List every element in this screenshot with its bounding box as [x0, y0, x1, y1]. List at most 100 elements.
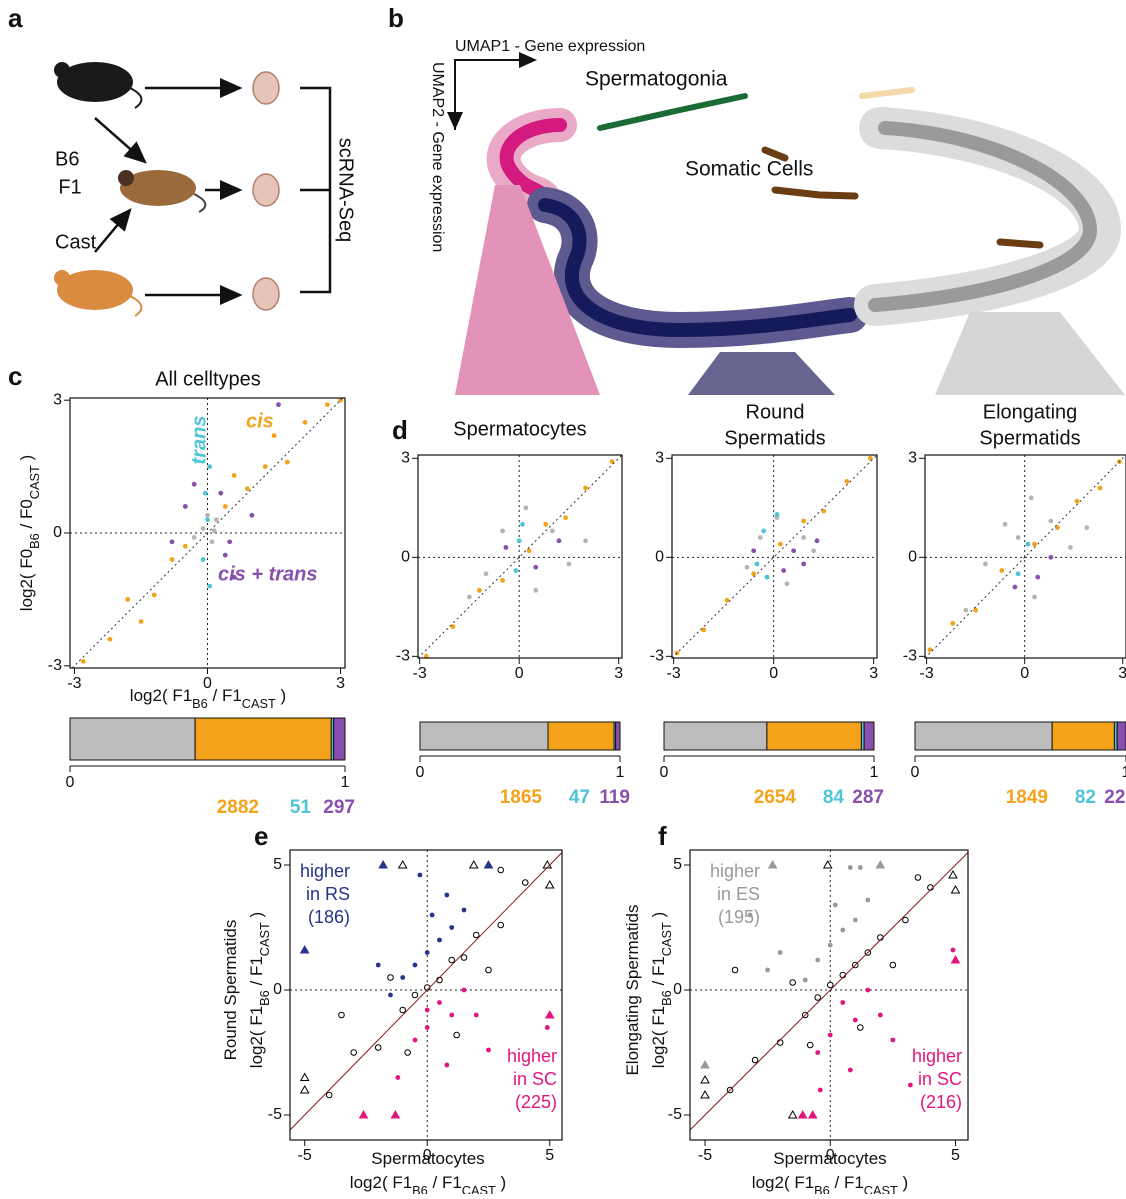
- diagonal: [671, 454, 878, 659]
- point: [437, 1000, 442, 1005]
- bar-segment: [615, 721, 621, 751]
- point: [791, 548, 797, 554]
- point: [483, 859, 494, 869]
- point: [211, 528, 217, 534]
- point: [500, 578, 505, 583]
- point: [412, 962, 418, 968]
- x-tick-label: 0: [1020, 665, 1029, 682]
- point: [169, 557, 175, 562]
- x-tick-label: 1: [341, 774, 350, 791]
- point: [213, 517, 219, 523]
- x-tick-label: 0: [769, 665, 778, 682]
- label-piece: / F1: [649, 956, 668, 990]
- x-tick-label: 0: [826, 1147, 835, 1164]
- diagonal: [417, 454, 623, 659]
- bar-segment: [914, 721, 1053, 751]
- point: [191, 481, 197, 487]
- point: [674, 650, 680, 656]
- bar-segment: [1051, 721, 1115, 751]
- point: [276, 402, 281, 408]
- point: [811, 548, 817, 554]
- point: [207, 583, 213, 589]
- bar-segment: [194, 717, 332, 761]
- point: [375, 962, 381, 968]
- point: [1015, 535, 1021, 540]
- point: [483, 571, 489, 577]
- y-tick-label: -5: [668, 1106, 682, 1123]
- point: [325, 1091, 333, 1099]
- point: [473, 1012, 479, 1018]
- label-piece: ): [276, 686, 286, 705]
- point: [400, 975, 406, 980]
- count-label: 82: [1075, 787, 1096, 808]
- label-piece: Spermatocytes: [773, 1149, 886, 1168]
- point: [299, 1084, 310, 1094]
- label-piece: CAST: [242, 696, 276, 711]
- point: [826, 981, 834, 989]
- point: [840, 927, 846, 933]
- point: [200, 557, 206, 562]
- x-tick-label: 1: [870, 764, 879, 781]
- label-piece: ): [247, 912, 266, 922]
- plot-frame: [689, 849, 969, 1141]
- point: [399, 1006, 407, 1014]
- point: [299, 1072, 310, 1081]
- point: [1048, 518, 1054, 524]
- point: [202, 490, 208, 496]
- point: [927, 647, 933, 653]
- chart-title: Round: [746, 401, 805, 423]
- point: [549, 528, 555, 534]
- point: [533, 587, 539, 593]
- point: [467, 594, 472, 600]
- y-tick-label: 3: [53, 391, 62, 408]
- point: [520, 521, 525, 527]
- mouse-f1: [118, 170, 207, 213]
- point: [724, 597, 730, 603]
- point: [218, 490, 224, 496]
- label-piece: B6: [27, 533, 42, 549]
- point: [476, 587, 482, 593]
- label-piece: / F1: [428, 1173, 462, 1192]
- point: [350, 1049, 358, 1056]
- point: [516, 538, 522, 544]
- count-label: 227: [1104, 787, 1126, 808]
- point: [744, 564, 750, 570]
- point: [907, 1082, 913, 1088]
- annotation: cis + trans: [218, 563, 318, 585]
- point: [784, 581, 790, 587]
- point: [914, 874, 922, 881]
- diagonal: [289, 852, 563, 1131]
- point: [200, 526, 206, 531]
- point: [449, 925, 455, 930]
- point: [1015, 571, 1021, 577]
- point: [417, 872, 423, 878]
- point: [814, 538, 820, 544]
- y-tick-label: 0: [53, 524, 62, 541]
- annotation: trans: [188, 416, 210, 465]
- mouse-label: F1: [58, 176, 81, 198]
- label-piece: ): [898, 1173, 908, 1192]
- point: [832, 902, 838, 908]
- axis-label: log2( F1B6 / F1CAST ): [350, 1173, 506, 1194]
- point: [182, 543, 188, 549]
- chart-title: Spermatocytes: [453, 418, 586, 440]
- point: [472, 931, 480, 939]
- point: [857, 865, 863, 870]
- x-tick-label: -3: [667, 665, 681, 682]
- annotation: in SC: [513, 1069, 557, 1089]
- point: [544, 1009, 555, 1019]
- point: [999, 568, 1005, 573]
- x-tick-label: 3: [869, 665, 878, 682]
- label-piece: CAST: [27, 465, 42, 499]
- point: [852, 1017, 858, 1023]
- x-tick-label: -3: [413, 665, 427, 682]
- plot-frame: [417, 454, 623, 659]
- point: [1054, 525, 1060, 531]
- point: [449, 1012, 455, 1018]
- point: [963, 607, 969, 613]
- point: [209, 539, 215, 545]
- point: [448, 956, 456, 964]
- point: [1025, 541, 1031, 547]
- annotation: (195): [718, 907, 760, 927]
- point: [387, 974, 394, 981]
